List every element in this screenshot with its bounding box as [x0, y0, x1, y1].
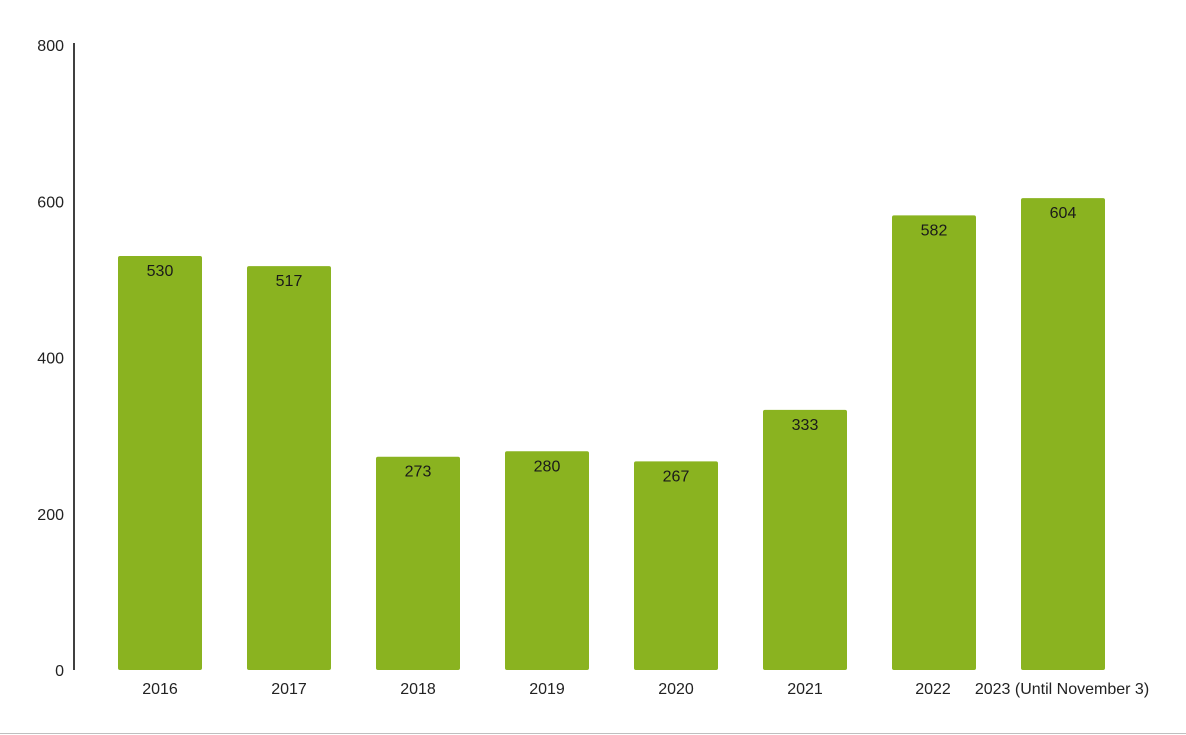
bar-value-label: 273: [405, 464, 432, 481]
x-tick-label: 2016: [142, 681, 178, 698]
x-tick-label: 2021: [787, 681, 823, 698]
bar-value-label: 280: [534, 458, 561, 475]
bar: [634, 461, 718, 670]
bars-layer: [118, 198, 1105, 670]
bar-value-label: 582: [921, 222, 948, 239]
bar-value-label: 517: [276, 273, 303, 290]
bar-value-label: 530: [147, 263, 174, 280]
x-tick-label: 2019: [529, 681, 565, 698]
data-labels-layer: 530 517 273 280 267 333 582 604: [147, 205, 1077, 485]
x-axis: 2016 2017 2018 2019 2020 2021 2022 2023 (Until …: [142, 681, 1149, 698]
y-tick-label: 800: [37, 38, 64, 55]
x-tick-label: 2020: [658, 681, 694, 698]
bar: [118, 255, 202, 670]
y-tick-label: 400: [37, 351, 64, 368]
bar: [505, 451, 589, 670]
x-tick-label: 2018: [400, 681, 436, 698]
bar: [763, 409, 847, 670]
bar-value-label: 267: [663, 468, 690, 485]
y-tick-label: 200: [37, 507, 64, 524]
bar: [247, 266, 331, 670]
y-axis: 0 200 400 600 800: [37, 38, 75, 680]
bar-value-label: 604: [1050, 205, 1077, 222]
y-tick-label: 600: [37, 194, 64, 211]
y-tick-label: 0: [55, 663, 64, 680]
bar-value-label: 333: [792, 417, 819, 434]
x-tick-label: 2023 (Until November 3): [975, 681, 1149, 698]
bar: [1021, 198, 1105, 670]
x-tick-label: 2017: [271, 681, 307, 698]
bar: [376, 456, 460, 670]
bar: [892, 215, 976, 670]
x-tick-label: 2022: [915, 681, 951, 698]
